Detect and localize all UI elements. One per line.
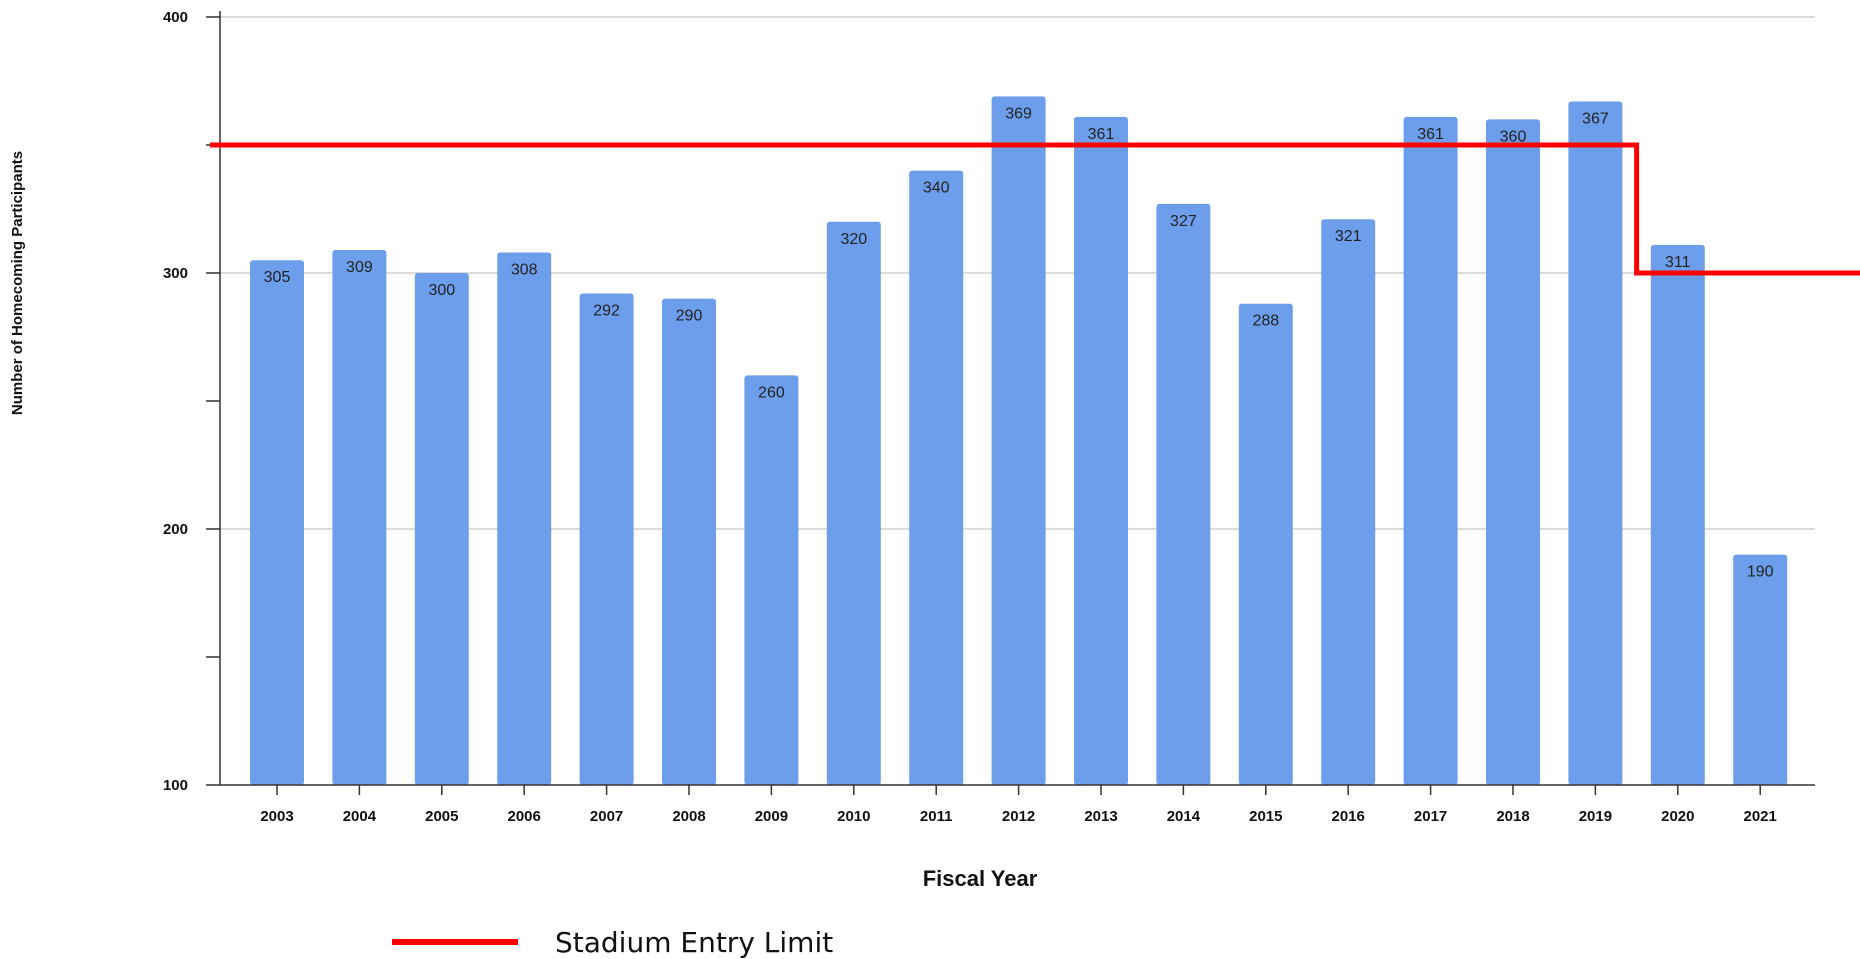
data-label-2006: 308 [511, 262, 538, 279]
bar-2017 [1403, 116, 1458, 786]
bar-2013 [1074, 116, 1128, 786]
data-label-2020: 311 [1665, 254, 1691, 271]
y-tick-label: 100 [163, 777, 188, 794]
bar-2006 [497, 252, 552, 785]
data-label-2011: 340 [923, 180, 950, 197]
bar-2018 [1486, 119, 1540, 785]
x-tick-label-2015: 2015 [1249, 808, 1282, 825]
x-tick-label-2003: 2003 [260, 808, 293, 825]
bar-2009 [744, 375, 799, 785]
data-label-2015: 288 [1252, 313, 1279, 330]
data-label-2009: 260 [758, 384, 785, 401]
data-labels: 305 309 300 308 292 290 260 320 340 369 361 327 288 3… [264, 105, 1774, 580]
reference-line [210, 142, 1860, 276]
x-tick-label-2006: 2006 [508, 808, 541, 825]
y-axis-title: Number of Homecoming Participants [9, 151, 26, 415]
x-axis-title: Fiscal Year [923, 866, 1038, 891]
stadium-entry-limit-line [210, 142, 1860, 276]
x-tick-label-2004: 2004 [343, 808, 377, 825]
data-label-2018: 360 [1500, 128, 1527, 145]
data-label-2016: 321 [1335, 228, 1362, 245]
x-tick-label-2010: 2010 [837, 808, 870, 825]
data-label-2017: 361 [1417, 126, 1444, 143]
x-tick-label-2020: 2020 [1661, 808, 1694, 825]
bar-2020 [1650, 244, 1705, 786]
x-tick-label-2012: 2012 [1002, 808, 1035, 825]
bar-2011 [909, 170, 964, 786]
x-tick-label-2014: 2014 [1167, 808, 1201, 825]
bar-2005 [414, 273, 469, 785]
x-tick-label-2008: 2008 [672, 808, 705, 825]
data-label-2019: 367 [1582, 110, 1609, 127]
data-label-2012: 369 [1005, 105, 1032, 122]
data-label-2008: 290 [676, 308, 703, 325]
bar-2019 [1568, 101, 1623, 786]
data-label-2021: 190 [1747, 564, 1774, 581]
data-label-2007: 292 [593, 302, 620, 319]
x-tick-label-2019: 2019 [1579, 808, 1612, 825]
x-tick-label-2005: 2005 [425, 808, 458, 825]
x-tick-label-2016: 2016 [1332, 808, 1365, 825]
bar-2010 [826, 221, 881, 786]
data-label-2005: 300 [428, 282, 455, 299]
bars [250, 96, 1788, 786]
data-label-2010: 320 [840, 231, 867, 248]
x-tick-label-2007: 2007 [590, 808, 623, 825]
x-tick-label-2017: 2017 [1414, 808, 1447, 825]
data-label-2013: 361 [1088, 126, 1115, 143]
bar-2004 [332, 249, 387, 785]
bar-2012 [991, 96, 1046, 786]
bar-2008 [662, 298, 716, 785]
axes: 100 200 300 400 2003 2004 2005 2006 2007 2008 2009… [163, 9, 1815, 825]
y-tick-label: 300 [163, 265, 188, 282]
y-tick-label: 400 [163, 9, 188, 26]
bar-2021 [1733, 554, 1788, 785]
x-tick-label-2013: 2013 [1084, 808, 1117, 825]
x-tick-label-2021: 2021 [1744, 808, 1777, 825]
data-label-2004: 309 [346, 259, 373, 276]
bar-2007 [579, 293, 634, 785]
y-tick-label: 200 [163, 521, 188, 538]
bar-2016 [1321, 219, 1376, 786]
legend: Stadium Entry Limit [392, 926, 833, 959]
x-tick-label-2018: 2018 [1496, 808, 1529, 825]
x-tick-label-2011: 2011 [920, 808, 953, 825]
data-label-2003: 305 [264, 269, 291, 286]
legend-label: Stadium Entry Limit [555, 926, 833, 959]
data-label-2014: 327 [1170, 213, 1197, 230]
bar-2014 [1156, 203, 1211, 785]
bar-2003 [250, 260, 304, 785]
bar-2015 [1238, 303, 1293, 785]
x-tick-label-2009: 2009 [755, 808, 788, 825]
